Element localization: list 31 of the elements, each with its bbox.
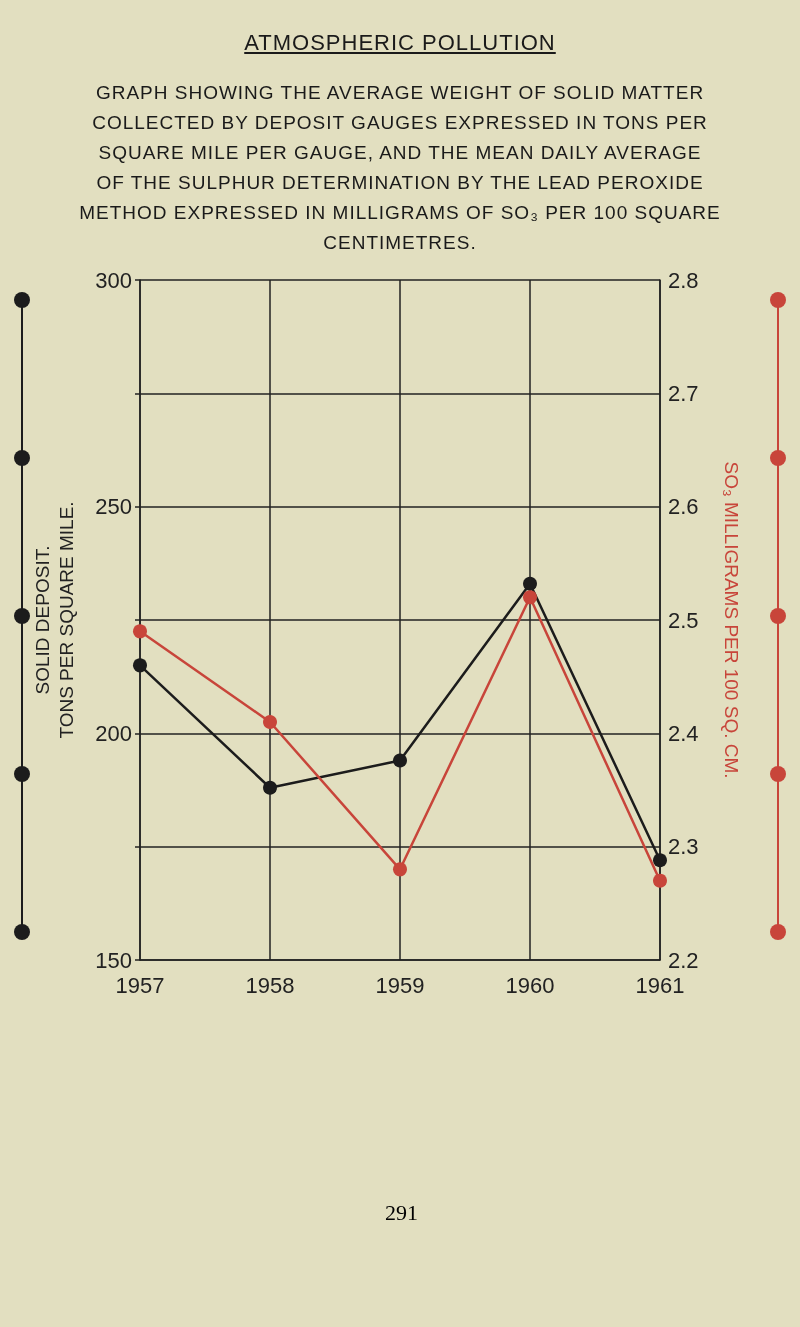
point bbox=[523, 590, 537, 605]
point bbox=[653, 873, 667, 888]
y-tick-label: 300 bbox=[95, 267, 132, 293]
point bbox=[393, 753, 407, 768]
y2-tick-label: 2.4 bbox=[668, 720, 699, 746]
point bbox=[393, 862, 407, 877]
x-tick-label: 1960 bbox=[505, 972, 555, 998]
text: 291 bbox=[385, 1200, 418, 1226]
y-tick-label: 250 bbox=[95, 494, 132, 520]
point bbox=[133, 624, 147, 639]
point bbox=[523, 576, 537, 591]
y-axis-title: SOLID DEPOSIT. TONS PER SQUARE MILE. bbox=[31, 501, 77, 739]
point bbox=[653, 853, 667, 868]
y-tick-label: 200 bbox=[95, 720, 132, 746]
point bbox=[263, 780, 277, 795]
y2-tick-label: 2.6 bbox=[668, 494, 699, 520]
y2-tick-label: 2.5 bbox=[668, 607, 699, 633]
chart-title: ATMOSPHERIC POLLUTION bbox=[243, 30, 557, 56]
y-tick-label: 150 bbox=[95, 947, 132, 973]
chart-subtitle: GRAPH SHOWING THE AVERAGE WEIGHT OF SOLID MATTER COLLECTED BY DEPOSIT GAUGES EXPRESSED IN TONS PER SQUARE MILE PER GAUGE, AND THE MEAN DAILY AVERAGE OF THE SULPHUR DETERMINATION BY THE LEAD PEROXIDE METHOD EXPRESSED IN MILLIGRAMS OF SO₃ PER 100 SQUARE CENTIMETRES. bbox=[78, 81, 722, 255]
y2-axis-title: SO₃ MILLIGRAMS PER 100 SQ. CM. bbox=[721, 461, 742, 779]
y2-tick-label: 2.2 bbox=[668, 947, 699, 973]
y2-tick-label: 2.3 bbox=[668, 834, 699, 860]
x-tick-label: 1958 bbox=[245, 972, 295, 998]
point bbox=[133, 658, 147, 673]
x-tick-label: 1959 bbox=[375, 972, 425, 998]
x-tick-label: 1957 bbox=[115, 972, 165, 998]
x-tick-label: 1961 bbox=[635, 972, 685, 998]
point bbox=[263, 715, 277, 729]
y2-tick-label: 2.7 bbox=[668, 380, 699, 406]
y2-tick-label: 2.8 bbox=[668, 267, 699, 293]
